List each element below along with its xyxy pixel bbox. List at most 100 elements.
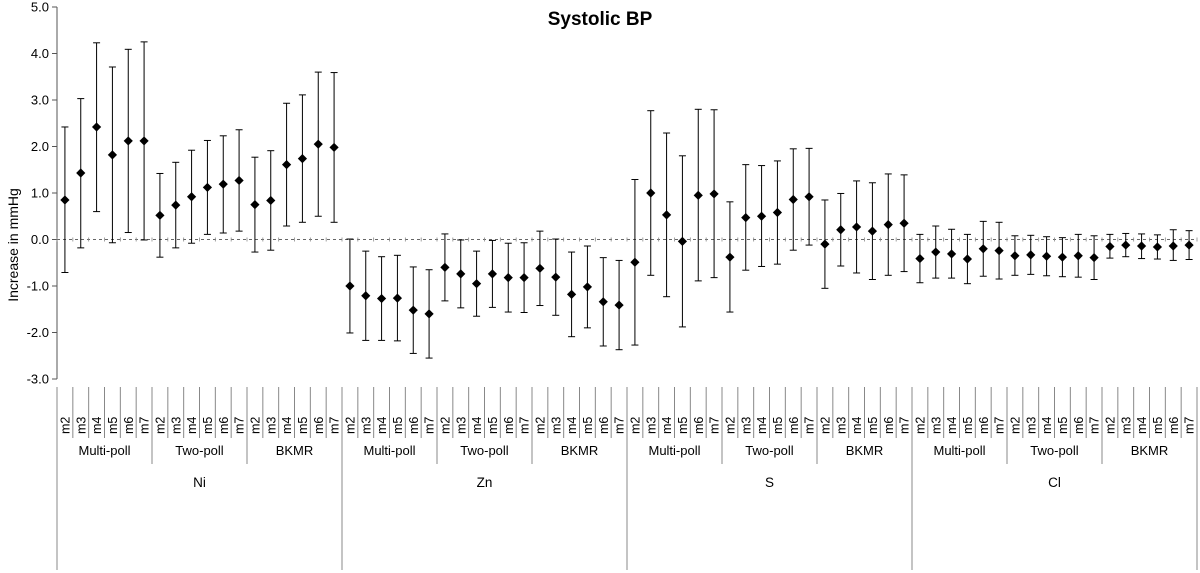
data-point-Ni-Multi-poll-m3 xyxy=(76,98,86,249)
data-point-S-BKMR-m6 xyxy=(883,173,893,276)
diamond-marker xyxy=(76,168,86,178)
diamond-marker xyxy=(756,211,767,221)
data-point-Ni-Multi-poll-m6 xyxy=(123,48,133,234)
period-label: m5 xyxy=(961,417,975,434)
period-label: m5 xyxy=(1151,417,1165,434)
y-tick-label: 5.0 xyxy=(31,0,49,15)
data-point-S-BKMR-m4 xyxy=(851,180,862,274)
period-label: m5 xyxy=(581,417,595,434)
period-label: m2 xyxy=(723,417,737,434)
diamond-marker xyxy=(788,194,798,205)
data-point-Cl-Two-poll-m7 xyxy=(1089,235,1099,280)
diamond-marker xyxy=(1152,242,1163,252)
period-label: m7 xyxy=(803,417,817,434)
period-label: m3 xyxy=(929,417,943,434)
diamond-marker xyxy=(297,153,308,164)
period-label: m2 xyxy=(818,417,832,434)
period-label: m4 xyxy=(90,417,104,434)
period-label: m7 xyxy=(993,417,1007,434)
y-tick-label: 2.0 xyxy=(31,139,49,154)
period-label: m4 xyxy=(280,417,294,434)
diamond-marker xyxy=(566,289,577,299)
model-label: Multi-poll xyxy=(933,443,985,458)
data-point-Cl-Two-poll-m5 xyxy=(1057,237,1068,278)
diamond-marker xyxy=(234,175,244,186)
period-label: m7 xyxy=(518,417,532,434)
diamond-marker xyxy=(1073,251,1083,261)
diamond-marker xyxy=(978,244,988,254)
diamond-marker xyxy=(202,182,213,193)
diamond-marker xyxy=(313,139,323,149)
diamond-marker xyxy=(693,190,703,200)
data-point-Cl-Multi-poll-m6 xyxy=(978,220,988,277)
period-label: m5 xyxy=(486,417,500,434)
period-label: m5 xyxy=(106,417,120,434)
data-point-Cl-BKMR-m2 xyxy=(1105,233,1115,259)
diamond-marker xyxy=(155,210,165,220)
data-point-Zn-Two-poll-m6 xyxy=(503,242,513,313)
data-point-S-Two-poll-m6 xyxy=(788,148,798,251)
period-label: m4 xyxy=(945,417,959,434)
data-point-Ni-Two-poll-m6 xyxy=(218,135,228,234)
diamond-marker xyxy=(1057,252,1068,262)
data-point-S-Multi-poll-m3 xyxy=(646,110,656,276)
diamond-marker xyxy=(266,195,276,206)
period-label: m2 xyxy=(153,417,167,434)
data-point-S-BKMR-m5 xyxy=(867,182,878,280)
period-label: m6 xyxy=(787,417,801,434)
diamond-marker xyxy=(661,210,672,220)
period-label: m7 xyxy=(1088,417,1102,434)
diamond-marker xyxy=(883,220,893,230)
diamond-marker xyxy=(329,142,339,153)
data-point-Ni-Two-poll-m7 xyxy=(234,129,244,232)
data-point-Zn-Multi-poll-m4 xyxy=(376,256,387,341)
period-label: m3 xyxy=(454,417,468,434)
period-label: m7 xyxy=(233,417,247,434)
data-point-Ni-BKMR-m5 xyxy=(297,94,308,223)
diamond-marker xyxy=(867,226,878,236)
period-label: m7 xyxy=(708,417,722,434)
period-label: m2 xyxy=(343,417,357,434)
diamond-marker xyxy=(994,246,1004,256)
period-label: m7 xyxy=(613,417,627,434)
period-label: m3 xyxy=(264,417,278,434)
period-label: m5 xyxy=(296,417,310,434)
period-label: m6 xyxy=(217,417,231,434)
diamond-marker xyxy=(598,297,608,307)
data-point-S-Two-poll-m3 xyxy=(741,164,751,271)
diamond-marker xyxy=(361,291,371,301)
diamond-marker xyxy=(962,254,973,264)
period-label: m2 xyxy=(438,417,452,434)
category-axis: m2 m3 m4 m5 m6 m7 m2 m3 m4 m5 m6 m7 m2 m3 m4 m5 m6 m7 m2 m3… xyxy=(56,387,1198,570)
data-point-Zn-Multi-poll-m6 xyxy=(408,266,418,354)
data-point-Ni-Two-poll-m5 xyxy=(202,139,213,235)
y-tick-label: -3.0 xyxy=(27,372,49,387)
diamond-marker xyxy=(60,195,70,205)
data-point-Zn-BKMR-m6 xyxy=(598,257,608,347)
diamond-marker xyxy=(519,273,529,283)
diamond-marker xyxy=(946,249,957,259)
diamond-marker xyxy=(345,281,355,291)
data-point-S-BKMR-m7 xyxy=(899,174,909,273)
period-label: m2 xyxy=(58,417,72,434)
period-label: m5 xyxy=(771,417,785,434)
period-label: m6 xyxy=(882,417,896,434)
diamond-marker xyxy=(424,309,434,319)
data-point-Cl-Multi-poll-m5 xyxy=(962,233,973,285)
data-point-S-Multi-poll-m7 xyxy=(709,109,719,279)
data-point-Ni-BKMR-m7 xyxy=(329,72,339,223)
period-label: m6 xyxy=(692,417,706,434)
period-label: m7 xyxy=(138,417,152,434)
diamond-marker xyxy=(250,200,260,210)
data-point-Ni-Multi-poll-m4 xyxy=(91,42,102,213)
data-marks xyxy=(60,41,1194,359)
period-label: m2 xyxy=(913,417,927,434)
diamond-marker xyxy=(535,263,545,273)
model-label: Two-poll xyxy=(175,443,224,458)
diamond-marker xyxy=(1184,240,1194,250)
diamond-marker xyxy=(1136,241,1147,251)
data-point-Zn-Two-poll-m5 xyxy=(487,239,498,308)
data-point-Cl-BKMR-m3 xyxy=(1121,232,1131,258)
data-point-S-Two-poll-m7 xyxy=(804,147,814,246)
